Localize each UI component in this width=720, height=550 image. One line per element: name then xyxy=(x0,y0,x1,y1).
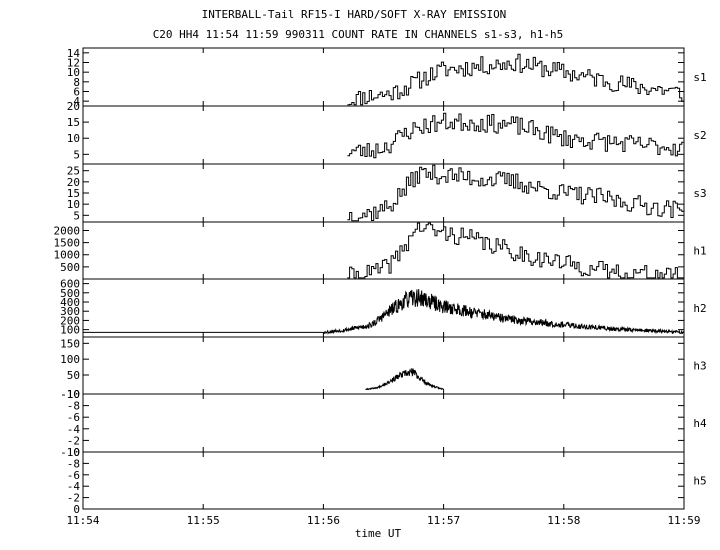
figure-title-line1: INTERBALL-Tail RF15-I HARD/SOFT X-RAY EM… xyxy=(202,8,507,21)
panel-h5-frame xyxy=(82,451,685,510)
panel-s3-ytick-label: 10 xyxy=(67,198,80,211)
panel-h5-ytick-label: -6 xyxy=(67,469,80,482)
panel-s1-series-line xyxy=(347,53,684,106)
x-tick-label: 11:56 xyxy=(307,514,340,527)
panel-h4-ytick-label: -10 xyxy=(60,388,80,401)
x-tick-label: 11:59 xyxy=(667,514,700,527)
x-axis-label: time UT xyxy=(355,527,402,540)
panel-h2-ytick-label: 600 xyxy=(60,278,80,291)
panel-h2-ytick-label: 100 xyxy=(60,324,80,337)
panel-s3-ytick-label: 25 xyxy=(67,165,80,178)
panel-s2: 5 10 15 20 s2 xyxy=(67,100,707,165)
figure-title-line2: C20 HH4 11:54 11:59 990311 COUNT RATE IN… xyxy=(153,28,564,41)
panel-h1-ytick-label: 2000 xyxy=(54,224,81,237)
panel-s2-ytick-label: 10 xyxy=(67,132,80,145)
panel-h4-frame xyxy=(82,393,685,453)
panel-h2-ytick-label: 500 xyxy=(60,287,80,300)
panel-s3-frame xyxy=(82,163,685,223)
time-axis: 11:54 11:55 11:56 11:57 11:58 11:59 xyxy=(66,514,700,527)
panel-h4-ytick-label: -4 xyxy=(67,423,81,436)
panel-h4-ytick-label: -6 xyxy=(67,411,80,424)
panel-h3-label: h3 xyxy=(693,360,706,373)
panel-h2-label: h2 xyxy=(693,302,706,315)
panel-s1-ytick-label: 8 xyxy=(73,76,80,89)
panel-h3-ytick-label: -10 xyxy=(60,388,80,401)
panel-h3-series-line xyxy=(365,368,444,391)
chart-panels: 468101214s15101520s2510152025s3500100015… xyxy=(54,47,707,516)
panel-h5-ytick-label: -10 xyxy=(60,446,80,459)
panel-s2-series-line xyxy=(347,112,684,159)
panel-h2-ytick-label: 400 xyxy=(60,296,80,309)
panel-h5-ytick-label: 0 xyxy=(73,503,80,516)
panel-h5-ytick-label: -4 xyxy=(67,480,81,493)
panel-s1-label: s1 xyxy=(693,71,706,84)
panel-s1-ytick-label: 6 xyxy=(73,86,80,99)
panel-h1-series-line xyxy=(347,222,684,279)
panel-h5-ytick-label: -2 xyxy=(67,492,80,505)
panel-h5-ytick-label: -8 xyxy=(67,457,80,470)
panel-h1-frame xyxy=(82,221,685,280)
panel-s1-ytick-label: 10 xyxy=(67,66,80,79)
panel-s2-frame xyxy=(82,105,685,165)
panel-h1-ytick-label: 1000 xyxy=(54,249,81,262)
panel-s2-ytick-label: 5 xyxy=(73,148,80,161)
panel-s3-ytick-label: 5 xyxy=(73,209,80,222)
panel-h1-label: h1 xyxy=(693,245,706,258)
panel-h4-ytick-label: 0 xyxy=(73,446,80,459)
x-tick-label: 11:58 xyxy=(547,514,580,527)
panel-h5-label: h5 xyxy=(693,475,706,488)
panel-h2-ytick-label: 300 xyxy=(60,305,80,318)
panel-h2-frame xyxy=(82,278,685,338)
x-tick-label: 11:55 xyxy=(187,514,220,527)
panel-h3: -10 50 100 150 h3 xyxy=(60,336,707,401)
panel-s1-ytick-label: 4 xyxy=(73,95,80,108)
panel-h1-ytick-label: 1500 xyxy=(54,237,81,250)
panel-s2-ytick-label: 20 xyxy=(67,100,80,113)
panel-s3-ytick-label: 20 xyxy=(67,176,80,189)
panel-s1-ytick-label: 14 xyxy=(67,47,81,60)
panel-h4-ytick-label: -8 xyxy=(67,400,80,413)
panel-h2-series-line xyxy=(323,289,685,336)
panel-s1-ytick-label: 12 xyxy=(67,57,80,70)
panel-h2-ytick-label: 200 xyxy=(60,314,80,327)
panel-h3-ytick-label: 50 xyxy=(67,369,80,382)
panel-h4-label: h4 xyxy=(693,417,707,430)
panel-h3-ytick-label: 100 xyxy=(60,353,80,366)
panel-s3-series-line xyxy=(347,164,684,222)
panel-h1-ytick-label: 500 xyxy=(60,261,80,274)
x-tick-label: 11:54 xyxy=(66,514,99,527)
panel-h3-ytick-label: 150 xyxy=(60,337,80,350)
panel-s3-ytick-label: 15 xyxy=(67,187,80,200)
panel-s2-ytick-label: 15 xyxy=(67,116,80,129)
panel-s3-label: s3 xyxy=(693,187,706,200)
x-tick-label: 11:57 xyxy=(427,514,460,527)
panel-h4-ytick-label: -2 xyxy=(67,434,80,447)
panel-s2-label: s2 xyxy=(693,129,706,142)
